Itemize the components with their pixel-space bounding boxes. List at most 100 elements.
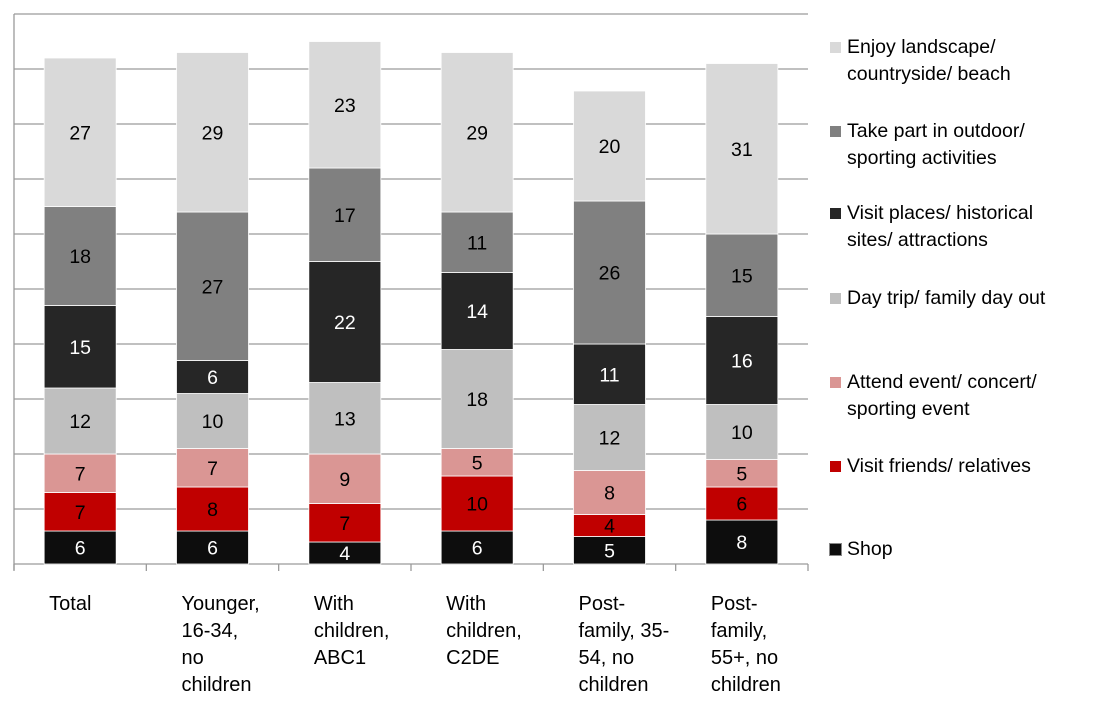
data-label: 11 [467, 232, 487, 254]
x-tick-label: Total [49, 593, 91, 615]
legend-item: Day trip/ family day out [830, 285, 1097, 312]
data-label: 7 [75, 502, 86, 524]
data-label: 8 [604, 483, 615, 505]
bar-segment [573, 536, 646, 565]
data-label: 5 [472, 452, 483, 474]
bar-segment [573, 404, 646, 471]
legend-label: Take part in outdoor/sporting activities [847, 120, 1025, 169]
data-label: 22 [334, 312, 356, 334]
bar-segment [43, 453, 117, 493]
bar-segment [440, 448, 514, 477]
bar-segment [440, 530, 514, 565]
data-label: 5 [604, 540, 615, 562]
data-label: 27 [202, 276, 224, 298]
data-label: 17 [334, 205, 356, 227]
bar-segment [308, 41, 382, 169]
bar-segment [43, 57, 117, 207]
data-label: 10 [466, 494, 488, 516]
data-label: 23 [334, 95, 356, 117]
data-label: 10 [731, 422, 753, 444]
data-label: 8 [207, 499, 218, 521]
data-label: 27 [69, 122, 91, 144]
bar-segment [440, 211, 514, 273]
data-label: 5 [736, 463, 747, 485]
bar-segment [176, 360, 249, 394]
legend-item: Attend event/ concert/sporting event [830, 369, 1097, 423]
bar-segment [176, 52, 249, 213]
data-label: 12 [69, 411, 91, 433]
bar-segment [43, 492, 117, 532]
legend-swatch [830, 377, 841, 388]
x-tick-label: no [182, 647, 204, 669]
stacked-bar-chart: 6 7 7 12 15 18 27 Total 6 8 7 10 6 27 29 Younger, 16-34,… [13, 13, 809, 696]
bar-segment [308, 453, 382, 504]
legend-item: Enjoy landscape/countryside/ beach [830, 34, 1097, 88]
data-label: 10 [202, 411, 224, 433]
bar-segment [705, 486, 779, 521]
legend-label: Attend event/ concert/sporting event [847, 371, 1037, 420]
legend-label: Enjoy landscape/countryside/ beach [847, 36, 1011, 85]
x-tick-label: 54, no [579, 647, 635, 669]
bar-segment [43, 305, 117, 389]
bar-segment [440, 52, 514, 213]
legend-item: Shop [829, 536, 1097, 563]
bar-segment [705, 316, 779, 405]
data-label: 11 [599, 364, 619, 386]
data-label: 15 [731, 265, 753, 287]
data-label: 8 [736, 532, 747, 554]
x-tick-label: Post- [711, 593, 758, 615]
data-label: 7 [75, 463, 86, 485]
bar-segment [705, 519, 779, 565]
data-label: 4 [339, 543, 350, 565]
data-label: 6 [472, 538, 483, 560]
bar-segment [573, 470, 646, 515]
bar-segment [43, 206, 117, 306]
bar-segment [176, 448, 249, 488]
data-label: 16 [731, 351, 753, 373]
data-label: 4 [604, 516, 615, 538]
bar-segment [176, 530, 249, 565]
x-tick-label: With [314, 593, 354, 615]
x-tick-label: family, 35- [579, 620, 670, 642]
bar-segment [308, 382, 382, 455]
legend-item: Visit friends/ relatives [830, 453, 1097, 480]
data-label: 13 [334, 408, 356, 430]
bar-segment [308, 167, 382, 262]
legend-label: Visit friends/ relatives [847, 455, 1031, 477]
data-label: 31 [731, 139, 753, 161]
data-label: 14 [466, 301, 488, 323]
data-label: 7 [207, 458, 218, 480]
x-tick-label: Post- [579, 593, 626, 615]
bar-segment [308, 503, 382, 543]
legend-label: Visit places/ historical sites/ attractio… [847, 202, 1034, 251]
x-tick-label: children [579, 674, 649, 696]
legend-swatch [830, 42, 841, 53]
data-label: 6 [207, 367, 218, 389]
data-label: 18 [466, 389, 488, 411]
bar-segment [308, 261, 382, 383]
x-tick-label: family, [711, 620, 767, 642]
x-tick-label: 55+, no [711, 647, 778, 669]
bar-segment [573, 343, 646, 405]
bar-segment [43, 387, 117, 455]
data-label: 6 [736, 494, 747, 516]
bar-segment [705, 233, 779, 317]
legend-swatch [829, 543, 842, 556]
legend-item: Take part in outdoor/sporting activities [830, 118, 1097, 172]
x-tick-label: children, [446, 620, 522, 642]
bar-segment [440, 475, 514, 532]
bar-segment [440, 272, 514, 350]
bar-segment [176, 486, 249, 532]
data-label: 29 [466, 122, 488, 144]
data-label: 26 [599, 263, 621, 285]
bar-segment [440, 349, 514, 449]
legend-item: Visit places/ historical sites/ attractio… [830, 200, 1097, 254]
legend-swatch [830, 126, 841, 137]
legend-label: Day trip/ family day out [847, 287, 1046, 309]
data-label: 18 [69, 246, 91, 268]
data-label: 9 [339, 469, 350, 491]
bar-segment [705, 63, 779, 235]
legend-swatch [830, 293, 841, 304]
x-tick-label: 16-34, [182, 620, 239, 642]
data-label: 12 [599, 428, 621, 450]
